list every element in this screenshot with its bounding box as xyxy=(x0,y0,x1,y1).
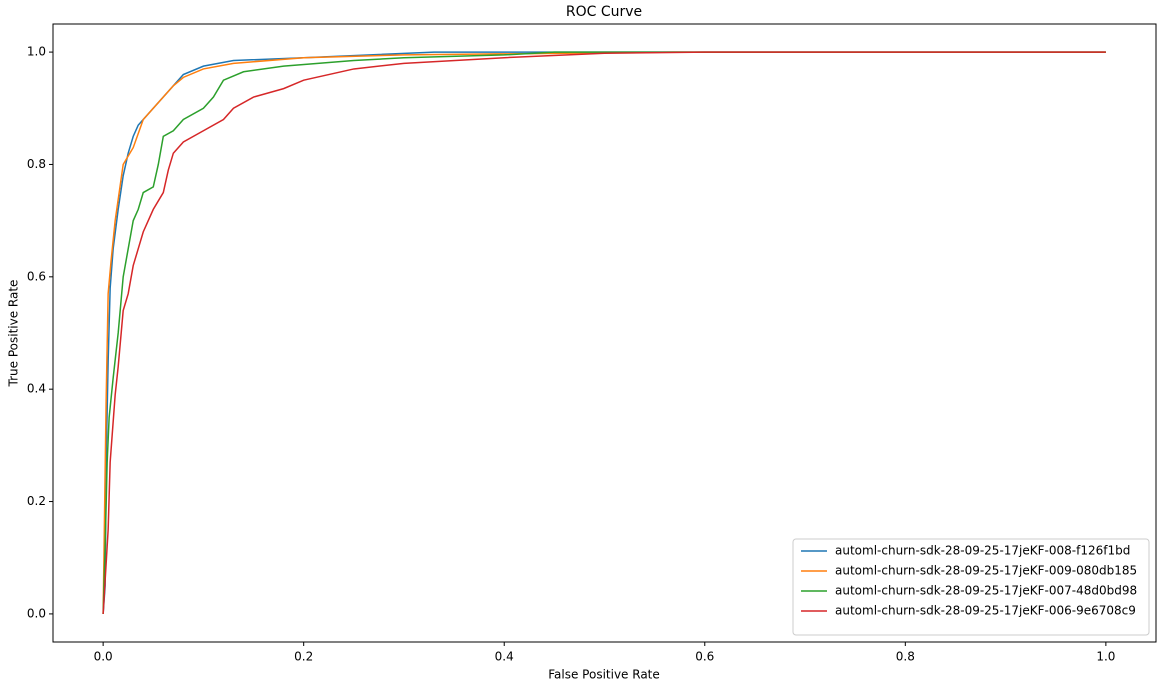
roc-line xyxy=(102,51,1106,614)
legend-label: automl-churn-sdk-28-09-25-17jeKF-009-080… xyxy=(835,564,1137,578)
x-tick-label: 0.4 xyxy=(495,650,514,664)
chart-title: ROC Curve xyxy=(566,4,642,20)
x-tick-label: 0.2 xyxy=(294,650,313,664)
roc-line xyxy=(102,51,1106,614)
roc-line xyxy=(102,51,1106,614)
x-axis-label: False Positive Rate xyxy=(548,668,660,682)
x-tick-label: 0.8 xyxy=(896,650,915,664)
legend-label: automl-churn-sdk-28-09-25-17jeKF-008-f12… xyxy=(835,544,1130,558)
legend-label: automl-churn-sdk-28-09-25-17jeKF-006-9e6… xyxy=(835,604,1136,618)
y-tick-label: 1.0 xyxy=(27,45,46,59)
legend-box xyxy=(792,538,1150,636)
plot-frame xyxy=(52,23,1157,643)
y-tick-label: 0.8 xyxy=(27,157,46,171)
y-tick-label: 0.0 xyxy=(27,606,46,620)
y-tick-label: 0.6 xyxy=(27,269,46,283)
x-tick-label: 0.0 xyxy=(94,650,113,664)
x-tick-label: 1.0 xyxy=(1096,650,1115,664)
y-axis-label: True Positive Rate xyxy=(7,280,21,388)
legend-label: automl-churn-sdk-28-09-25-17jeKF-007-48d… xyxy=(835,584,1137,598)
y-tick-label: 0.4 xyxy=(27,382,46,396)
y-tick-label: 0.2 xyxy=(27,494,46,508)
x-tick-label: 0.6 xyxy=(695,650,714,664)
roc-line xyxy=(102,51,1106,614)
